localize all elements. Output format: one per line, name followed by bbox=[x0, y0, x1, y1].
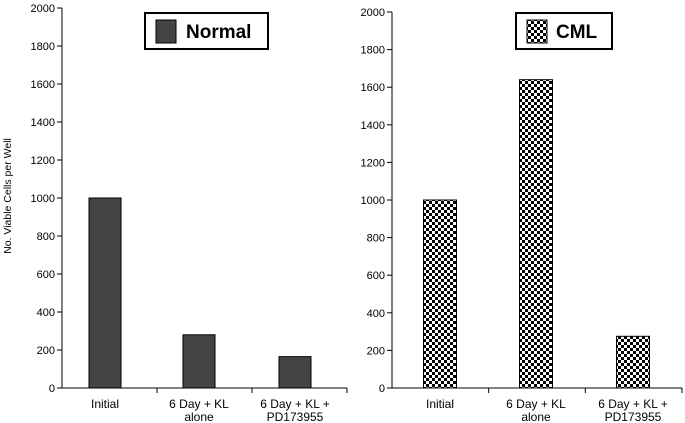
y-tick-label: 600 bbox=[367, 270, 385, 282]
bar bbox=[88, 197, 122, 389]
y-tick-label: 1200 bbox=[361, 157, 385, 169]
legend-swatch bbox=[155, 19, 177, 44]
y-tick-label: 1400 bbox=[31, 117, 55, 129]
legend-label: Normal bbox=[186, 22, 251, 43]
category-label-line: Initial bbox=[426, 397, 454, 411]
y-tick-label: 2000 bbox=[361, 7, 385, 19]
legend-swatch bbox=[526, 19, 548, 44]
category-label-line: 6 Day + KL bbox=[506, 397, 566, 411]
y-tick-label: 1600 bbox=[361, 82, 385, 94]
category-label: 6 Day + KL alone bbox=[169, 397, 229, 423]
y-axis-label: No. Viable Cells per Well bbox=[2, 138, 14, 254]
category-label: 6 Day + KL + PD173955 bbox=[260, 397, 330, 423]
bar bbox=[519, 79, 553, 389]
y-tick-label: 400 bbox=[37, 307, 55, 319]
cml-chart-panel: 0 200 400 600 800 1000 1200 1400 1600 1800 2000 In… bbox=[361, 7, 683, 423]
y-tick-label: 1800 bbox=[361, 45, 385, 57]
category-label-line: 6 Day + KL + bbox=[260, 397, 330, 411]
category-label-line: PD173955 bbox=[605, 410, 662, 423]
category-label: 6 Day + KL alone bbox=[506, 397, 566, 423]
y-tick-label: 800 bbox=[367, 233, 385, 245]
category-label-line: 6 Day + KL + bbox=[598, 397, 668, 411]
legend: CML bbox=[515, 12, 613, 50]
y-tick-label: 1600 bbox=[31, 79, 55, 91]
legend-label: CML bbox=[556, 22, 598, 43]
y-tick-label: 1400 bbox=[361, 120, 385, 132]
category-label: Initial bbox=[426, 397, 454, 411]
y-tick-label: 1000 bbox=[31, 193, 55, 205]
y-tick-label: 200 bbox=[367, 345, 385, 357]
y-tick-label: 2000 bbox=[31, 3, 55, 15]
bar bbox=[182, 334, 216, 389]
bar bbox=[278, 356, 312, 389]
category-label: Initial bbox=[91, 397, 119, 411]
legend: Normal bbox=[144, 12, 269, 50]
category-label-line: PD173955 bbox=[267, 410, 324, 423]
y-tick-label: 800 bbox=[37, 231, 55, 243]
y-tick-label: 0 bbox=[49, 383, 55, 395]
y-tick-label: 1800 bbox=[31, 41, 55, 53]
bar bbox=[616, 335, 650, 389]
y-tick-label: 1200 bbox=[31, 155, 55, 167]
normal-chart-panel: No. Viable Cells per Well 0 200 400 600 800 1… bbox=[2, 3, 348, 423]
y-tick-label: 600 bbox=[37, 269, 55, 281]
category-label-line: Initial bbox=[91, 397, 119, 411]
category-label-line: 6 Day + KL bbox=[169, 397, 229, 411]
y-tick-label: 200 bbox=[37, 345, 55, 357]
y-tick-label: 1000 bbox=[361, 195, 385, 207]
y-tick-label: 400 bbox=[367, 308, 385, 320]
category-label: 6 Day + KL + PD173955 bbox=[598, 397, 668, 423]
category-label-line: alone bbox=[184, 410, 214, 423]
bar bbox=[423, 199, 457, 389]
y-tick-label: 0 bbox=[379, 383, 385, 395]
category-label-line: alone bbox=[521, 410, 551, 423]
